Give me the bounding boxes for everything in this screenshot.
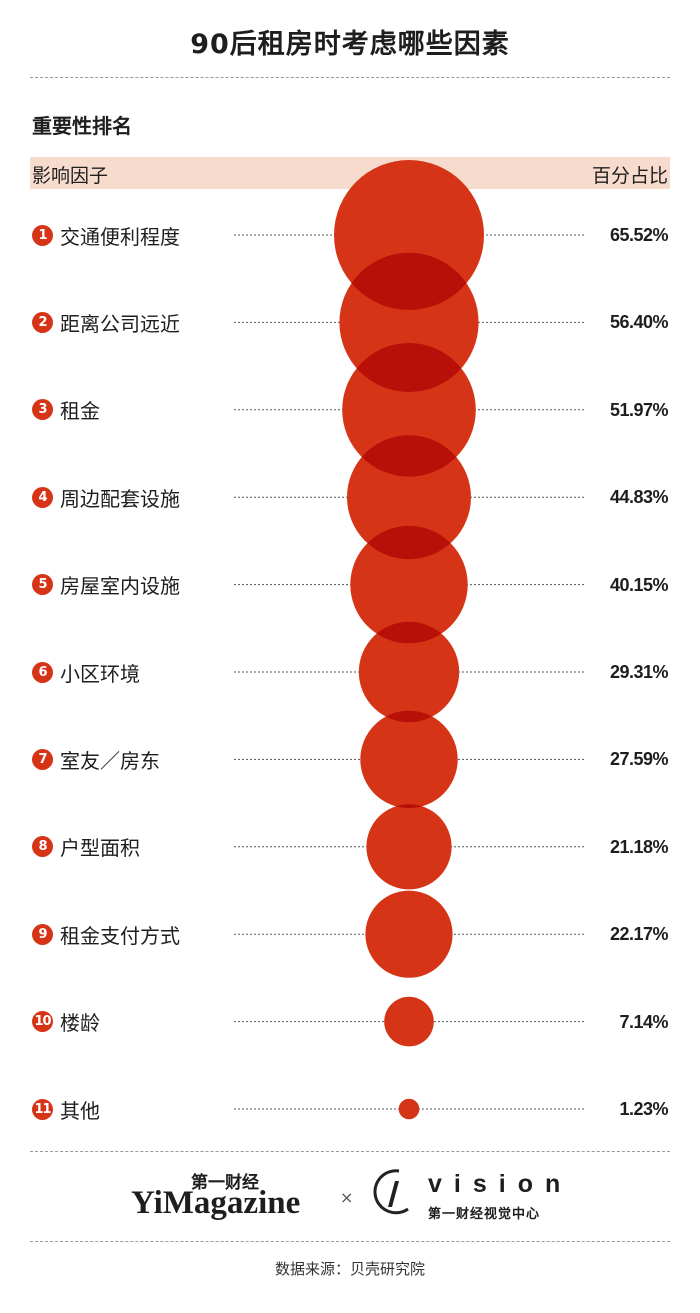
title-divider (30, 77, 670, 78)
factor-column-header: 影响因子 (32, 165, 109, 187)
rank-badge: 9 (32, 923, 53, 945)
vision-logo-icon (373, 1169, 409, 1215)
bubble-7 (360, 710, 458, 809)
chart-subtitle: 重要性排名 (32, 114, 132, 138)
percent-value: 21.18% (609, 836, 669, 857)
footer-divider-bottom (30, 1241, 670, 1242)
percent-value: 22.17% (609, 924, 669, 945)
bubble-6 (358, 621, 460, 723)
factor-name: 周边配套设施 (60, 486, 180, 511)
percent-value: 51.97% (609, 399, 669, 420)
rank-badge: 6 (32, 661, 53, 683)
rank-badge: 11 (32, 1098, 53, 1120)
brand-cn: 第一财经 (191, 1173, 259, 1193)
brand-separator: × (340, 1188, 354, 1207)
factor-label: 1 交通便利程度 (32, 221, 180, 249)
factor-name: 室友／房东 (60, 748, 160, 773)
factor-label: 11 其他 (32, 1095, 100, 1123)
factor-name: 交通便利程度 (60, 224, 180, 249)
factor-label: 5 房屋室内设施 (32, 571, 180, 599)
bubble-11 (398, 1098, 420, 1120)
bubble-5 (350, 525, 468, 644)
percent-value: 44.83% (609, 487, 669, 508)
vision-wordmark: vision (428, 1170, 573, 1198)
rank-badge: 10 (32, 1011, 53, 1033)
rank-badge: 7 (32, 748, 53, 770)
bubble-overlap (339, 252, 479, 310)
percent-value: 29.31% (609, 662, 669, 682)
brand-logo: YiMagazine (131, 1185, 301, 1221)
factor-name: 租金支付方式 (60, 923, 180, 948)
bubble-9 (365, 890, 453, 978)
chart-title: 90后租房时考虑哪些因素 (190, 29, 510, 60)
rank-badge: 1 (32, 224, 53, 246)
percent-value: 40.15% (609, 574, 669, 595)
bubble-8 (366, 804, 452, 890)
factor-label: 10 楼龄 (32, 1008, 100, 1036)
vision-subtitle: 第一财经视觉中心 (428, 1207, 541, 1222)
factor-name: 房屋室内设施 (60, 574, 180, 599)
percent-value: 27.59% (609, 749, 669, 770)
rank-badge: 2 (32, 311, 53, 333)
bubble-overlap (342, 343, 476, 392)
percent-value: 65.52% (609, 225, 669, 245)
factor-name: 小区环境 (60, 661, 140, 686)
rank-badge: 3 (32, 399, 53, 421)
factor-name: 户型面积 (60, 836, 140, 861)
factor-label: 4 周边配套设施 (32, 483, 180, 511)
data-source: 数据来源：贝壳研究院 (274, 1260, 425, 1278)
factor-label: 2 距离公司远近 (32, 308, 180, 336)
factor-label: 8 户型面积 (32, 833, 140, 861)
factor-label: 9 租金支付方式 (32, 920, 180, 948)
rank-badge: 4 (32, 486, 53, 508)
factor-name: 距离公司远近 (60, 311, 180, 336)
percent-value: 1.23% (619, 1099, 668, 1119)
factor-name: 租金 (60, 399, 100, 424)
percent-value: 56.40% (609, 312, 669, 333)
percent-column-header: 百分占比 (591, 165, 668, 187)
factor-name: 楼龄 (60, 1011, 100, 1036)
percent-value: 7.14% (619, 1011, 668, 1032)
factor-label: 7 室友／房东 (32, 745, 160, 773)
rank-badge: 8 (32, 836, 53, 858)
rank-badge: 5 (32, 574, 53, 596)
footer-divider-top (30, 1151, 670, 1152)
bubble-10 (384, 996, 434, 1047)
factor-name: 其他 (60, 1098, 100, 1123)
header-band (30, 157, 670, 189)
bubble-overlap (347, 435, 471, 477)
factor-label: 6 小区环境 (32, 658, 140, 686)
factor-label: 3 租金 (32, 396, 100, 424)
